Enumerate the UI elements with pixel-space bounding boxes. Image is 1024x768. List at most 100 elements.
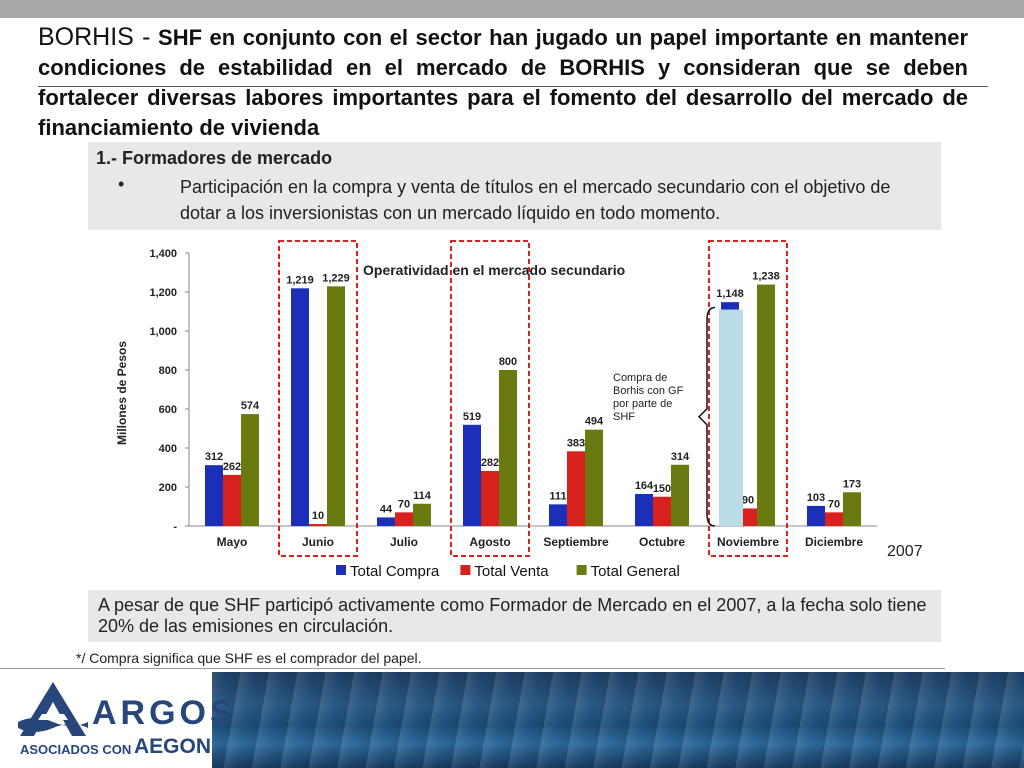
x-tick-label: Junio [302,535,334,549]
bar-total-compra [463,424,481,526]
highlight-box [278,240,358,557]
conclusion-text: A pesar de que SHF participó activamente… [98,595,927,636]
y-tick-label: 1,000 [149,326,177,338]
bar-total-general [671,464,689,526]
bar-value-label: 314 [671,451,690,463]
annotation-text: por parte de [613,398,672,410]
footer-divider [0,668,945,669]
bar-value-label: 1,219 [286,274,314,286]
legend-label: Total Compra [350,563,440,580]
bar-total-venta [223,474,241,526]
bar-total-compra [205,465,223,526]
slide-heading: BORHIS - SHF en conjunto con el sector h… [38,22,968,143]
bar-value-label: 90 [742,494,754,506]
bar-value-label: 312 [205,451,223,463]
bar-value-label: 103 [807,492,825,504]
heading-divider [38,86,988,87]
annotation-highlight-bar [719,309,743,526]
bar-total-venta [739,508,757,526]
bar-total-general [241,414,259,526]
bar-total-compra [635,494,653,526]
x-tick-label: Septiembre [543,535,609,549]
bar-total-compra [377,517,395,526]
x-tick-label: Diciembre [805,535,863,549]
market-makers-box: 1.- Formadores de mercado • Participació… [88,142,941,230]
annotation-text: SHF [613,411,635,423]
bar-value-label: 173 [843,478,861,490]
bar-total-compra [807,505,825,526]
bar-value-label: 1,238 [752,271,780,283]
y-tick-label: - [173,521,177,533]
bar-value-label: 494 [585,416,604,428]
x-tick-label: Julio [390,535,418,549]
legend-swatch [336,565,346,575]
aegon-logo-text: AEGON [134,735,212,758]
bullet-marker: • [118,174,125,194]
y-tick-label: 400 [159,443,177,455]
associates-text: ASOCIADOS CON [20,742,132,757]
bar-total-general [499,370,517,526]
market-makers-text: Participación en la compra y venta de tí… [180,177,891,223]
bar-value-label: 1,229 [322,272,350,284]
chart-title: Operatividad en el mercado secundario [363,262,625,278]
argos-logo-text: ARGOS [92,694,237,732]
legend-label: Total Venta [474,563,549,580]
market-makers-title: 1.- Formadores de mercado [96,148,333,168]
bar-value-label: 282 [481,457,499,469]
bar-total-compra [291,288,309,526]
bar-value-label: 10 [312,510,324,522]
bar-value-label: 70 [828,498,840,510]
bar-value-label: 383 [567,437,585,449]
x-tick-label: Octubre [639,535,685,549]
bar-total-general [585,429,603,526]
bar-total-general [327,286,345,526]
y-tick-label: 600 [159,404,177,416]
argos-logo-icon [18,682,88,736]
bar-value-label: 800 [499,356,517,368]
bar-total-general [843,492,861,526]
footer-water-image [212,672,1024,768]
year-label: 2007 [887,543,923,560]
bar-total-general [757,284,775,526]
x-tick-label: Agosto [469,535,510,549]
y-tick-label: 1,400 [149,248,177,260]
bar-value-label: 519 [463,411,481,423]
x-tick-label: Noviembre [717,535,779,549]
bar-total-venta [481,471,499,526]
bar-value-label: 574 [241,400,260,412]
bar-value-label: 150 [653,483,671,495]
bar-total-venta [825,512,843,526]
bar-value-label: 164 [635,480,654,492]
bar-total-general [413,503,431,526]
conclusion-box: A pesar de que SHF participó activamente… [88,590,941,642]
annotation-text: Borhis con GF [613,385,684,397]
bar-total-venta [567,451,585,526]
heading-brand: BORHIS - [38,23,151,51]
highlight-box [708,240,788,557]
bar-total-venta [395,512,413,526]
bar-value-label: 1,148 [716,288,744,300]
bar-total-compra [549,504,567,526]
heading-text: SHF en conjunto con el sector han jugado… [38,25,969,140]
top-bar [0,0,1024,18]
highlight-box [450,240,530,557]
footnote: */ Compra significa que SHF es el compra… [76,650,422,666]
annotation-brace [697,306,716,527]
bar-total-venta [309,524,327,526]
y-tick-label: 800 [159,365,177,377]
legend-swatch [460,565,471,575]
bar-total-venta [653,496,671,526]
legend-label: Total General [591,563,680,580]
bar-value-label: 70 [398,498,410,510]
x-tick-label: Mayo [217,535,248,549]
secondary-market-chart: - 200 400 600 800 1,000 1,200 1,400 Millones de … [115,240,923,580]
bar-value-label: 114 [413,490,432,502]
y-tick-label: 200 [159,482,177,494]
y-axis-label: Millones de Pesos [115,341,129,445]
y-tick-label: 1,200 [149,287,177,299]
bar-value-label: 262 [223,461,241,473]
legend-swatch [576,565,587,575]
bar-value-label: 44 [380,503,393,515]
bar-value-label: 111 [549,490,566,502]
annotation-text: Compra de [613,372,667,384]
